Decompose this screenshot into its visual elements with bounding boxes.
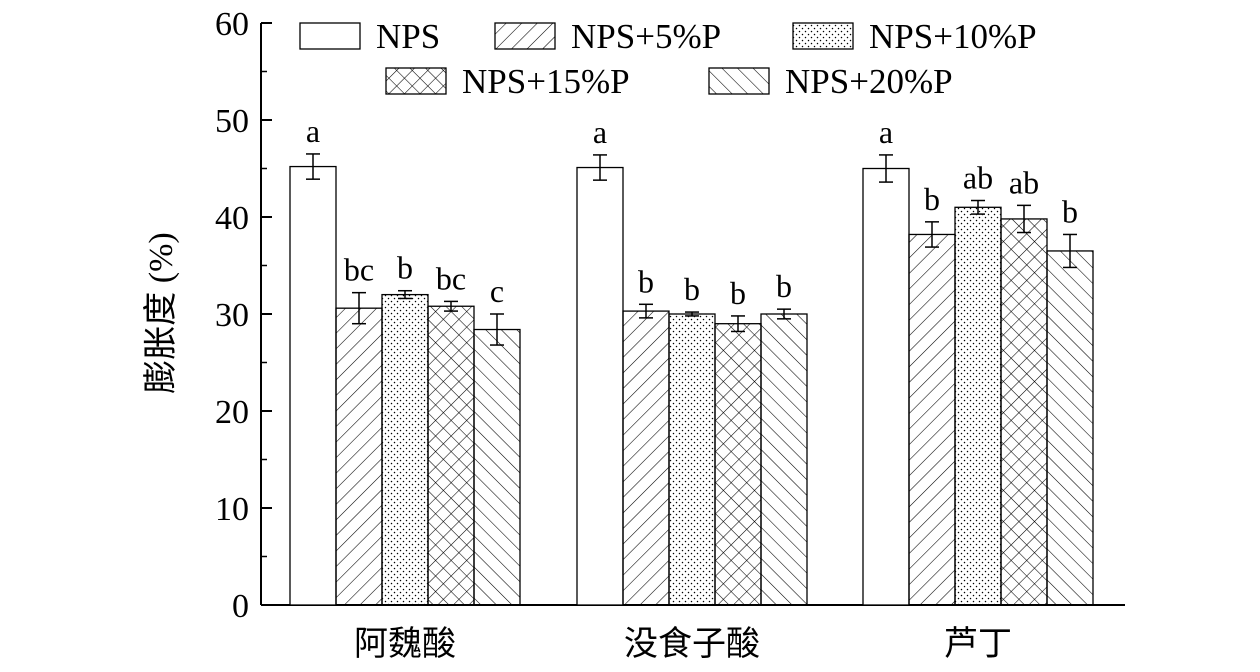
legend-swatch — [494, 22, 556, 50]
legend-swatch — [792, 22, 854, 50]
bar — [427, 305, 475, 606]
legend-swatch — [385, 67, 447, 95]
significance-label: bc — [344, 252, 374, 288]
significance-label: b — [730, 275, 746, 311]
bar — [1000, 218, 1048, 606]
legend-swatch — [708, 67, 770, 95]
y-tick-label: 50 — [215, 103, 249, 140]
y-tick-label: 20 — [215, 394, 249, 431]
significance-label: a — [593, 114, 607, 150]
significance-label: a — [879, 114, 893, 150]
legend: NPS NPS+5%P NPS+10%P NPS+15%P NPS+20%P — [299, 17, 1037, 101]
bar — [335, 307, 383, 606]
y-axis-title: 膨胀度 (%) — [142, 232, 180, 393]
y-tick-label: 30 — [215, 297, 249, 334]
y-tick-label: 0 — [232, 588, 249, 625]
y-tick-label: 40 — [215, 200, 249, 237]
significance-label: bc — [436, 260, 466, 296]
bar — [576, 166, 624, 606]
significance-label: b — [638, 263, 654, 299]
bar — [954, 206, 1002, 606]
significance-label: b — [1062, 193, 1078, 229]
x-tick-label: 芦丁 — [944, 625, 1012, 663]
bar — [289, 165, 337, 606]
x-tick-label: 没食子酸 — [624, 625, 760, 663]
significance-label: c — [490, 273, 504, 309]
significance-label: b — [924, 181, 940, 217]
legend-label: NPS+10%P — [869, 17, 1037, 56]
legend-swatch — [299, 22, 361, 50]
bar — [908, 233, 956, 606]
bar — [473, 328, 521, 606]
significance-label: ab — [1009, 164, 1039, 200]
bar — [668, 313, 716, 606]
significance-label: b — [776, 268, 792, 304]
bar — [381, 293, 429, 606]
y-tick-label: 60 — [215, 6, 249, 43]
significance-label: ab — [963, 160, 993, 196]
significance-label: b — [397, 250, 413, 286]
significance-label: a — [306, 113, 320, 149]
y-tick-label: 10 — [215, 491, 249, 528]
bar — [862, 167, 910, 606]
bar — [714, 323, 762, 606]
bar — [1046, 250, 1094, 606]
legend-label: NPS+20%P — [785, 62, 953, 101]
legend-label: NPS — [376, 17, 440, 56]
legend-label: NPS+15%P — [462, 62, 630, 101]
legend-label: NPS+5%P — [571, 17, 721, 56]
significance-label: b — [684, 271, 700, 307]
bar — [760, 313, 808, 606]
bar — [622, 310, 670, 606]
x-tick-label: 阿魏酸 — [354, 625, 456, 663]
